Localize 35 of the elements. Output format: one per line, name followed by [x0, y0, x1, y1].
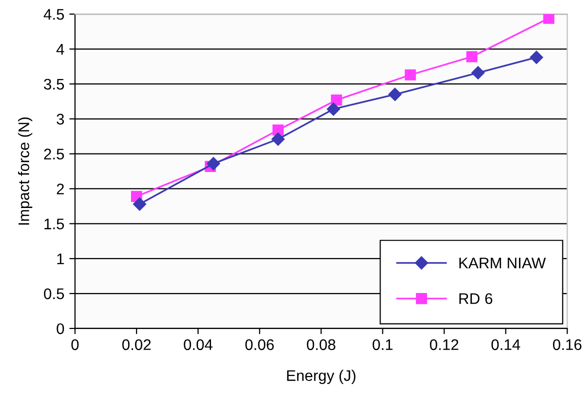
- x-tick-label: 0.14: [491, 339, 520, 350]
- y-axis-title: Impact force (N): [18, 117, 32, 225]
- y-tick-label: 3.5: [44, 78, 64, 90]
- point: [543, 14, 554, 24]
- x-tick-label: 0: [71, 339, 79, 350]
- x-tick-label: 0.04: [184, 339, 212, 350]
- point: [271, 132, 285, 146]
- y-tick-label: 0.5: [44, 288, 64, 300]
- y-tick-label: 4: [56, 44, 64, 55]
- y-tick-label: 2.5: [44, 148, 64, 160]
- y-tick-label: 0: [56, 323, 64, 334]
- point: [530, 50, 544, 64]
- point: [206, 157, 220, 170]
- point: [272, 124, 284, 136]
- x-tick-label: 0.12: [430, 339, 458, 350]
- x-tick-label: 0.08: [306, 339, 336, 350]
- legend-label: KARM NIAW: [459, 258, 546, 268]
- y-tick-label: 4.5: [44, 9, 64, 20]
- y-tick-label: 1.5: [44, 218, 64, 230]
- point: [326, 102, 340, 116]
- x-tick-label: 0.16: [552, 339, 582, 350]
- legend-label: RD 6: [459, 293, 492, 304]
- x-axis-title: Energy (J): [287, 370, 356, 384]
- x-tick-label: 0.06: [245, 339, 274, 350]
- y-tick-label: 2: [56, 184, 64, 194]
- point: [404, 69, 416, 80]
- x-tick-label: 0.1: [372, 339, 393, 350]
- point: [471, 66, 485, 80]
- y-tick-label: 3: [56, 114, 64, 125]
- point: [330, 94, 342, 106]
- y-tick-label: 1: [57, 254, 64, 264]
- point: [388, 88, 402, 102]
- x-tick-label: 0.02: [122, 339, 151, 350]
- point: [466, 51, 478, 62]
- point: [133, 198, 146, 211]
